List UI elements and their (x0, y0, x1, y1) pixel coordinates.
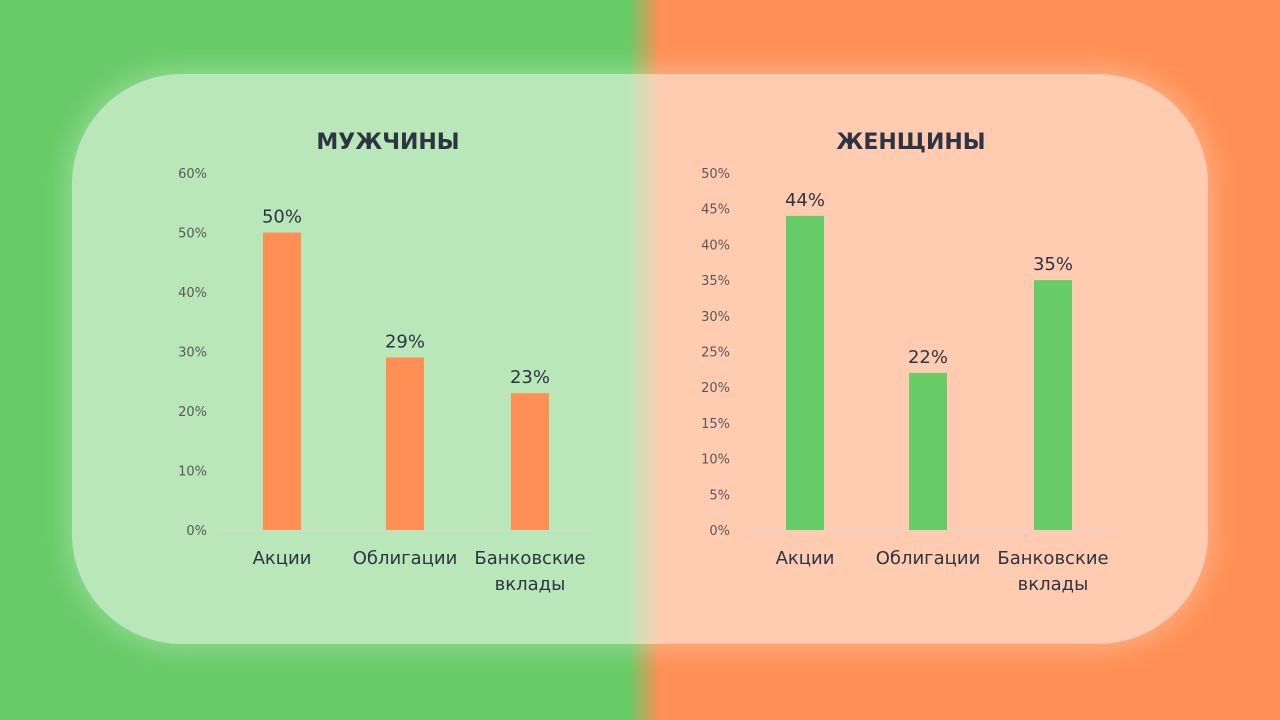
category-label-line: вклады (1018, 574, 1089, 595)
bar (386, 357, 424, 530)
y-tick-label: 0% (186, 524, 207, 539)
chart-title: ЖЕНЩИНЫ (836, 130, 985, 155)
y-tick-label: 60% (178, 167, 207, 182)
y-tick-label: 20% (701, 381, 730, 396)
category-label-line: Облигации (353, 548, 458, 569)
y-tick-label: 40% (701, 238, 730, 253)
category-label: Банковские вклады (997, 548, 1108, 595)
bar (263, 232, 301, 530)
bar (909, 372, 947, 530)
bar (511, 393, 549, 530)
y-tick-label: 0% (709, 524, 730, 539)
y-tick-label: 25% (701, 346, 730, 361)
chart-men: МУЖЧИНЫ 0% 10% 20% 30% 40% 50% 60% 50% Акции 29% Об… (178, 130, 592, 595)
y-tick-label: 35% (701, 274, 730, 289)
data-label: 35% (1033, 254, 1073, 275)
data-label: 44% (785, 190, 825, 211)
y-tick-label: 20% (178, 405, 207, 420)
chart-panel (72, 74, 1208, 644)
category-label-line: Банковские (997, 548, 1108, 569)
category-label: Облигации (353, 548, 458, 569)
y-tick-label: 5% (709, 488, 730, 503)
data-label: 29% (385, 331, 425, 352)
y-tick-label: 50% (701, 167, 730, 182)
data-label: 50% (262, 207, 302, 228)
data-label: 23% (510, 367, 550, 388)
bar (786, 215, 824, 530)
y-tick-label: 15% (701, 417, 730, 432)
y-tick-label: 30% (178, 346, 207, 361)
category-label-line: Облигации (876, 548, 981, 569)
y-tick-label: 45% (701, 203, 730, 218)
y-tick-label: 10% (701, 453, 730, 468)
data-label: 22% (908, 347, 948, 368)
category-label-line: Банковские (474, 548, 585, 569)
category-label: Банковские вклады (474, 548, 585, 595)
category-label-line: Акции (776, 548, 835, 569)
category-label: Акции (776, 548, 835, 569)
y-tick-label: 40% (178, 286, 207, 301)
y-tick-label: 50% (178, 227, 207, 242)
category-label-line: вклады (495, 574, 566, 595)
bar (1034, 280, 1072, 530)
chart-title: МУЖЧИНЫ (316, 130, 459, 155)
y-tick-label: 10% (178, 465, 207, 480)
category-label-line: Акции (253, 548, 312, 569)
category-label: Акции (253, 548, 312, 569)
category-label: Облигации (876, 548, 981, 569)
y-tick-label: 30% (701, 310, 730, 325)
